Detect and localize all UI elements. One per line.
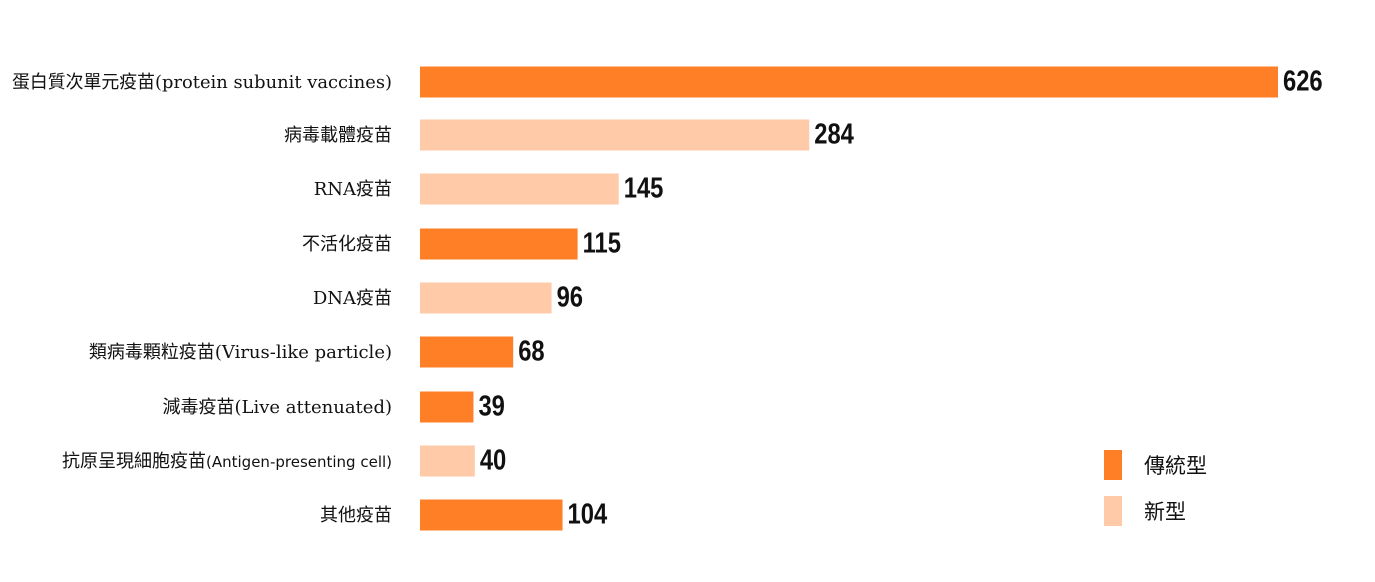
legend-label-traditional: 傳統型	[1144, 450, 1207, 480]
value-label-4: 96	[557, 280, 583, 313]
bar-7	[420, 446, 475, 477]
category-label-5: 類病毒顆粒疫苗(Virus-like particle)	[89, 342, 392, 363]
value-label-8: 104	[568, 497, 608, 530]
category-label-4: DNA疫苗	[313, 288, 392, 309]
category-label-0: 蛋白質次單元疫苗(protein subunit vaccines)	[12, 72, 392, 93]
value-label-1: 284	[814, 117, 854, 150]
bar-1	[420, 120, 809, 151]
bar-3	[420, 229, 578, 260]
bar-4	[420, 283, 552, 314]
bar-8	[420, 500, 563, 531]
legend-label-new: 新型	[1144, 496, 1186, 526]
value-label-3: 115	[583, 226, 621, 259]
value-label-6: 39	[478, 389, 504, 422]
legend-item-new: 新型	[1104, 496, 1207, 526]
category-label-1: 病毒載體疫苗	[284, 125, 392, 146]
value-label-5: 68	[518, 334, 544, 367]
bar-0	[420, 67, 1278, 98]
legend-swatch-new	[1104, 496, 1122, 526]
bar-2	[420, 174, 619, 205]
value-label-2: 145	[624, 171, 664, 204]
legend: 傳統型 新型	[1104, 450, 1207, 542]
category-label-8: 其他疫苗	[320, 505, 392, 526]
legend-item-traditional: 傳統型	[1104, 450, 1207, 480]
category-label-3: 不活化疫苗	[302, 234, 392, 255]
legend-swatch-traditional	[1104, 450, 1122, 480]
value-label-7: 40	[480, 443, 506, 476]
bar-5	[420, 337, 513, 368]
bar-6	[420, 392, 473, 423]
value-label-0: 626	[1283, 64, 1323, 97]
category-label-7: 抗原呈現細胞疫苗(Antigen-presenting cell)	[62, 451, 392, 472]
category-label-2: RNA疫苗	[314, 179, 392, 200]
category-label-6: 減毒疫苗(Live attenuated)	[163, 397, 392, 418]
